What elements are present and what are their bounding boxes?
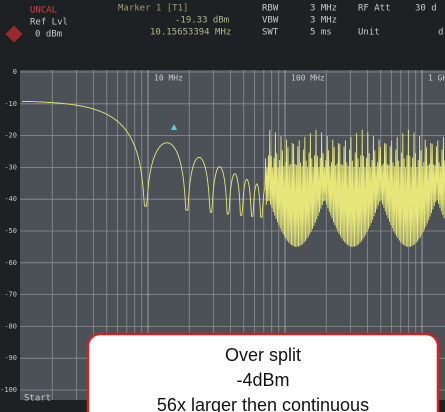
marker-level: -19.33 dBm xyxy=(175,16,229,26)
level-label: -50 xyxy=(4,227,17,235)
setting-label: VBW xyxy=(262,16,279,26)
setting-label: RBW xyxy=(262,4,279,14)
marker-freq: 10.15653394 MHz xyxy=(150,28,231,38)
level-label: -10 xyxy=(4,100,17,108)
frequency-label: 1 GH xyxy=(428,74,445,83)
ref-level-label: Ref Lvl xyxy=(30,18,68,28)
unit: d xyxy=(438,28,443,38)
level-label: -70 xyxy=(4,291,17,299)
setting-value: 3 MHz xyxy=(310,4,337,14)
rf-att: 30 d xyxy=(415,4,437,14)
ref-level: 0 dBm xyxy=(35,30,62,40)
screen-photo: UNCAL Ref Lvl 0 dBm Marker 1 [T1] -19.33… xyxy=(0,0,445,412)
level-label: -80 xyxy=(4,322,17,330)
level-label: -100 xyxy=(0,386,17,394)
rf-att-label: RF Att xyxy=(358,4,391,14)
level-label: -90 xyxy=(4,354,17,362)
annotation-line: -4dBm xyxy=(236,370,289,390)
setting-label: SWT xyxy=(262,28,279,38)
status: UNCAL xyxy=(30,6,57,16)
level-label: -40 xyxy=(4,195,17,203)
level-label: -60 xyxy=(4,259,17,267)
level-label: 0 xyxy=(13,68,17,76)
annotation-line: 56x larger then continuous xyxy=(157,395,369,412)
frequency-label: 100 MHz xyxy=(291,74,325,83)
frequency-label: 10 MHz xyxy=(154,74,183,83)
unit-label: Unit xyxy=(358,28,380,38)
setting-value: 5 ms xyxy=(310,28,332,38)
start-label: Start xyxy=(24,394,51,404)
level-label: -30 xyxy=(4,163,17,171)
annotation-line: Over split xyxy=(225,345,301,365)
marker-title: Marker 1 [T1] xyxy=(118,4,188,14)
setting-value: 3 MHz xyxy=(310,16,337,26)
level-label: -20 xyxy=(4,132,17,140)
